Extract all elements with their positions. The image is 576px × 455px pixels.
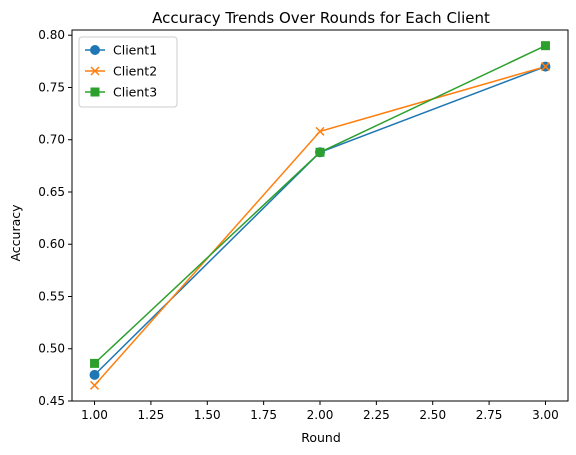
y-tick-label: 0.70 [38, 133, 65, 147]
x-tick-label: 2.00 [307, 408, 334, 422]
y-tick-label: 0.50 [38, 342, 65, 356]
legend-marker-client1 [90, 45, 100, 55]
x-tick-label: 1.75 [250, 408, 277, 422]
x-tick-label: 2.75 [476, 408, 503, 422]
legend-label-client3: Client3 [113, 85, 157, 100]
x-tick-label: 1.25 [138, 408, 165, 422]
y-tick-label: 0.75 [38, 80, 65, 94]
y-tick-label: 0.80 [38, 28, 65, 42]
x-tick-label: 2.50 [419, 408, 446, 422]
y-tick-label: 0.55 [38, 289, 65, 303]
x-tick-label: 1.00 [81, 408, 108, 422]
series-line-client2 [93, 65, 546, 386]
data-point-client2 [540, 62, 550, 72]
chart-title: Accuracy Trends Over Rounds for Each Cli… [152, 9, 490, 27]
x-tick-label: 3.00 [532, 408, 559, 422]
legend-label-client1: Client1 [113, 43, 157, 58]
legend-label-client2: Client2 [113, 64, 157, 79]
data-point-client2 [90, 380, 100, 390]
data-point-client1 [89, 369, 100, 380]
legend-box [78, 36, 178, 108]
data-point-client3 [315, 147, 325, 157]
series-line-client1 [94, 65, 546, 376]
x-axis-title: Round [301, 430, 341, 445]
y-axis-title: Accuracy [8, 204, 23, 262]
y-tick-label: 0.65 [38, 185, 65, 199]
data-point-client3 [90, 358, 100, 368]
x-tick-label: 2.25 [363, 408, 390, 422]
data-point-client3 [540, 41, 550, 51]
y-axis-title-group: Accuracy [8, 204, 23, 262]
data-point-client2 [315, 126, 325, 136]
x-tick-label: 1.50 [194, 408, 221, 422]
axis-ticks: 1.00 1.25 1.50 1.75 2.00 2.25 2.50 2.75 3.00 0.45… [38, 28, 559, 422]
legend: Client1 Client2 Client3 [78, 36, 178, 108]
legend-marker-client2 [90, 66, 100, 76]
plot-frame [71, 29, 569, 402]
series-markers [89, 41, 551, 390]
y-tick-label: 0.60 [38, 237, 65, 251]
y-tick-label: 0.45 [38, 394, 65, 408]
legend-marker-client3 [90, 87, 100, 97]
